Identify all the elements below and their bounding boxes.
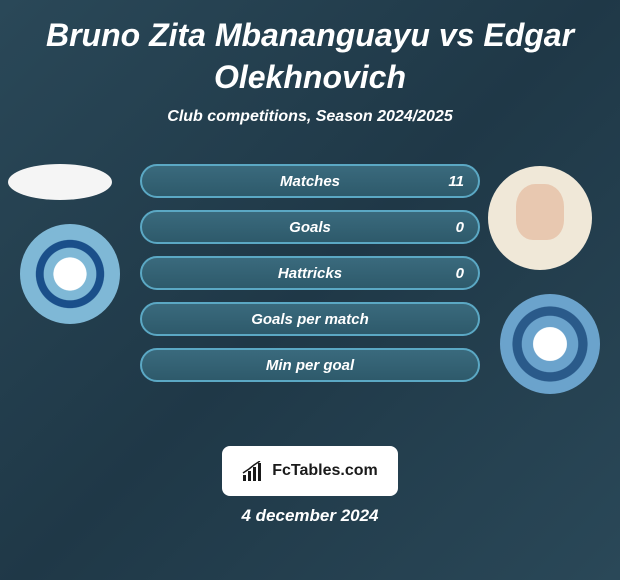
watermark-text: FcTables.com <box>272 462 378 480</box>
stat-row-goals: Goals 0 <box>140 210 480 244</box>
player2-club-badge <box>500 294 600 394</box>
stat-label: Goals <box>289 219 331 236</box>
stats-list: Matches 11 Goals 0 Hattricks 0 Goals per… <box>140 164 480 394</box>
stat-label: Matches <box>280 173 340 190</box>
stat-row-hattricks: Hattricks 0 <box>140 256 480 290</box>
stat-value-right: 0 <box>456 265 464 282</box>
stat-row-goals-per-match: Goals per match <box>140 302 480 336</box>
season-subtitle: Club competitions, Season 2024/2025 <box>0 108 620 126</box>
comparison-title: Bruno Zita Mbananguayu vs Edgar Olekhnov… <box>0 0 620 108</box>
stat-row-min-per-goal: Min per goal <box>140 348 480 382</box>
generation-date: 4 december 2024 <box>0 506 620 526</box>
stat-label: Min per goal <box>266 357 354 374</box>
watermark: FcTables.com <box>222 446 398 496</box>
stat-label: Hattricks <box>278 265 342 282</box>
stat-value-right: 11 <box>448 173 464 190</box>
stat-label: Goals per match <box>251 311 369 328</box>
bar-chart-icon <box>242 461 266 481</box>
player1-club-badge <box>20 224 120 324</box>
stat-value-right: 0 <box>456 219 464 236</box>
player2-photo <box>488 166 592 270</box>
stat-row-matches: Matches 11 <box>140 164 480 198</box>
comparison-area: Matches 11 Goals 0 Hattricks 0 Goals per… <box>0 156 620 436</box>
player1-photo <box>8 164 112 200</box>
